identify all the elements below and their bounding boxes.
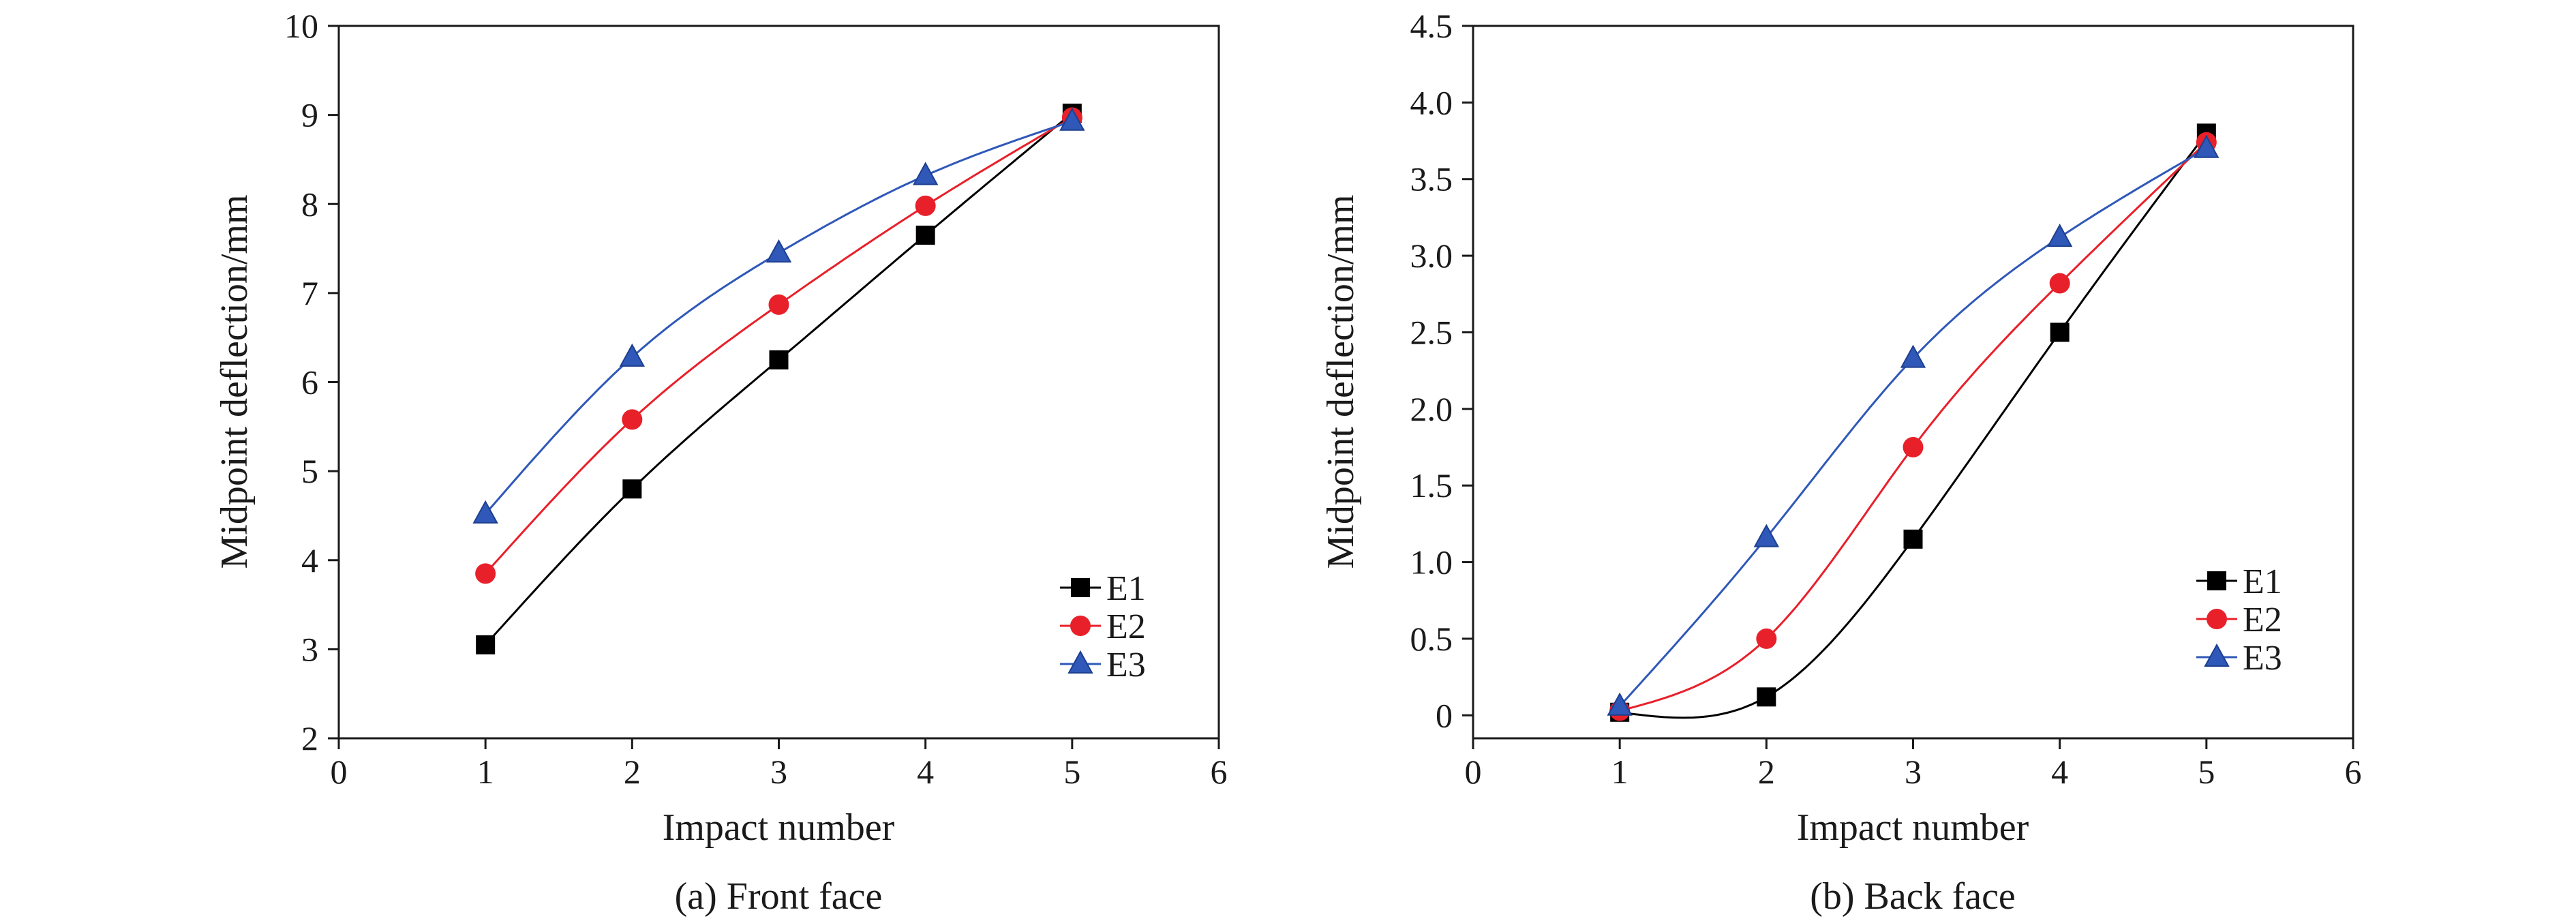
series-line-e3 (485, 120, 1073, 515)
y-tick-label: 0.5 (1410, 620, 1453, 658)
legend-marker-e3 (1067, 650, 1093, 674)
legend-marker-e2 (2207, 609, 2227, 629)
tick-layer: 0 1 2 3 4 5 6 2 3 4 5 6 7 8 9 10 (284, 7, 1228, 791)
x-tick-label: 0 (1465, 753, 1482, 791)
y-tick-label: 4 (301, 541, 318, 579)
x-tick-label: 2 (1758, 753, 1775, 791)
data-point-e2 (915, 195, 936, 216)
data-point-e3 (912, 162, 939, 185)
panel-caption: (b) Back face (1810, 875, 2016, 918)
legend-label-e2: E2 (2243, 601, 2282, 639)
x-tick-label: 1 (1611, 753, 1628, 791)
y-tick-label: 2.5 (1410, 313, 1453, 351)
y-tick-label: 2 (301, 719, 318, 757)
data-point-e3 (619, 343, 646, 367)
y-tick-label: 7 (301, 274, 318, 312)
data-point-e3 (2046, 224, 2073, 247)
x-tick-label: 4 (2051, 753, 2068, 791)
series-curves (1619, 132, 2208, 719)
y-tick-label: 9 (301, 96, 318, 134)
data-point-e2 (2049, 273, 2070, 294)
data-point-e1 (622, 479, 642, 499)
y-tick-label: 3.0 (1410, 237, 1453, 275)
legend-marker-e1 (1071, 578, 1090, 597)
y-tick-label: 1.5 (1410, 466, 1453, 504)
y-tick-label: 3.5 (1410, 160, 1453, 198)
data-point-e3 (1607, 692, 1633, 716)
y-tick-label: 5 (301, 452, 318, 490)
series-markers (472, 104, 1085, 654)
series-line-e3 (1619, 147, 2207, 707)
data-point-e3 (766, 239, 792, 263)
legend-marker-e2 (1070, 616, 1091, 636)
y-tick-label: 3 (301, 630, 318, 668)
series-line-e2 (1619, 141, 2207, 712)
legend-label-e3: E3 (2243, 639, 2282, 678)
legend-label-e1: E1 (2243, 562, 2282, 601)
data-point-e2 (1756, 628, 1777, 649)
data-point-e1 (1903, 529, 1923, 549)
x-tick-label: 2 (624, 753, 641, 791)
y-tick-label: 0 (1436, 696, 1453, 734)
data-point-e3 (1753, 524, 1780, 547)
plot-frame (1472, 25, 2354, 740)
legend-label-e1: E1 (1106, 569, 1146, 608)
x-tick-label: 6 (1211, 753, 1228, 791)
y-tick-label: 10 (284, 7, 318, 45)
data-point-e2 (1903, 437, 1924, 458)
data-point-e1 (476, 635, 496, 654)
panel-caption: (a) Front face (675, 875, 883, 918)
y-tick-label: 6 (301, 363, 318, 402)
x-tick-label: 6 (2345, 753, 2362, 791)
data-point-e1 (2050, 322, 2070, 342)
series-line-e1 (485, 112, 1073, 646)
x-tick-label: 0 (331, 753, 348, 791)
y-tick-label: 4.0 (1410, 83, 1453, 121)
legend-marker-e3 (2204, 643, 2230, 667)
data-point-e2 (622, 409, 643, 430)
data-point-e3 (1900, 344, 1926, 368)
data-point-e3 (2194, 134, 2219, 158)
legend-marker-e1 (2207, 571, 2226, 590)
y-tick-label: 1.0 (1410, 543, 1453, 582)
y-tick-label: 4.5 (1410, 7, 1453, 45)
series-line-e1 (1620, 132, 2208, 719)
chart-panel-back-face: 0 1 2 3 4 5 6 0 0.5 1.0 1.5 2.0 2.5 3.0 3.5 4.0 4.5 E1E2… (1320, 7, 2362, 918)
legend-label-e2: E2 (1106, 607, 1146, 646)
legend-label-e3: E3 (1106, 646, 1146, 684)
y-axis-label: Midpoint deflection/mm (213, 194, 256, 569)
x-tick-label: 4 (917, 753, 934, 791)
x-tick-label: 3 (770, 753, 787, 791)
x-axis-label: Impact number (663, 806, 895, 849)
y-tick-label: 2.0 (1410, 390, 1453, 428)
series-curves (485, 112, 1073, 646)
tick-layer: 0 1 2 3 4 5 6 0 0.5 1.0 1.5 2.0 2.5 3.0 3.5 4.0 4.5 (1410, 7, 2362, 791)
y-axis-label: Midpoint deflection/mm (1320, 194, 1362, 569)
y-tick-label: 8 (301, 185, 318, 223)
x-axis-label: Impact number (1797, 806, 2029, 849)
data-point-e1 (769, 350, 789, 369)
data-point-e1 (915, 225, 935, 245)
x-tick-label: 5 (2198, 753, 2215, 791)
x-tick-label: 1 (477, 753, 494, 791)
data-point-e1 (1757, 687, 1776, 707)
data-point-e2 (475, 563, 496, 584)
data-point-e3 (472, 500, 498, 524)
x-tick-label: 3 (1905, 753, 1922, 791)
series-markers (1607, 123, 2219, 722)
data-point-e2 (768, 294, 789, 315)
data-point-e3 (1059, 107, 1085, 131)
x-tick-label: 5 (1063, 753, 1080, 791)
